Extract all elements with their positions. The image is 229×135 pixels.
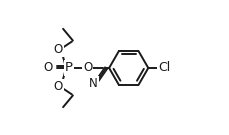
Text: N: N [89,77,98,90]
Text: O: O [44,60,53,74]
Text: P: P [65,61,73,75]
Text: O: O [83,61,92,75]
Text: Cl: Cl [158,61,170,75]
Text: O: O [54,80,63,93]
Text: O: O [54,43,63,56]
